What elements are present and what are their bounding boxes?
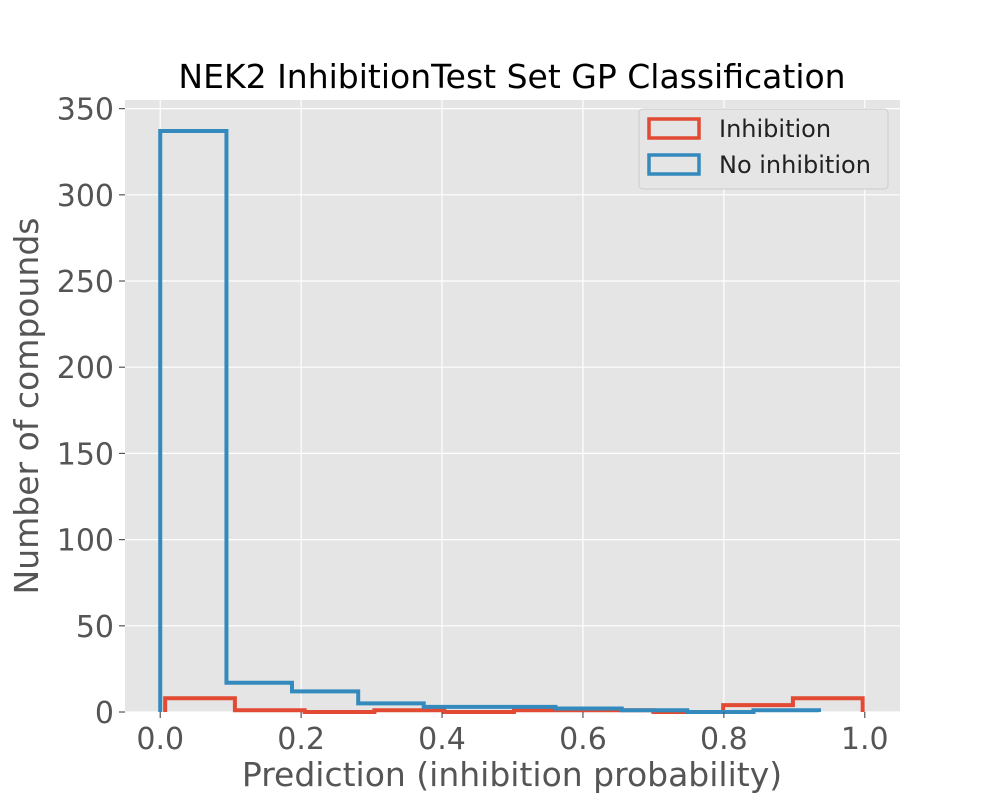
x-axis-ticks: 0.0 0.2 0.4 0.6 0.8 1.0 — [136, 712, 889, 757]
y-tick-label: 150 — [57, 437, 114, 472]
y-tick-label: 300 — [57, 179, 114, 214]
plot-background — [125, 100, 900, 712]
x-tick-label: 1.0 — [841, 722, 889, 757]
x-tick-label: 0.8 — [700, 722, 748, 757]
y-axis-ticks: 0 50 100 150 200 250 300 350 — [57, 93, 125, 731]
x-tick-label: 0.0 — [136, 722, 184, 757]
histogram-step-inhibition — [163, 696, 865, 714]
chart-title: NEK2 InhibitionTest Set GP Classificatio… — [178, 57, 845, 96]
legend-swatch-no-inhibition — [647, 153, 701, 176]
x-axis-label: Prediction (inhibition probability) — [242, 755, 782, 794]
y-tick-label: 200 — [57, 351, 114, 386]
histogram-series — [158, 129, 865, 714]
y-tick-label: 100 — [57, 524, 114, 559]
y-axis-label: Number of compounds — [7, 218, 46, 595]
legend-box — [638, 108, 889, 190]
y-tick-label: 350 — [57, 93, 114, 128]
legend-label-no-inhibition: No inhibition — [719, 151, 871, 179]
y-tick-label: 50 — [76, 610, 114, 645]
legend: Inhibition No inhibition — [638, 108, 889, 190]
legend-label-inhibition: Inhibition — [719, 115, 831, 143]
y-tick-label: 250 — [57, 265, 114, 300]
x-tick-label: 0.6 — [559, 722, 607, 757]
legend-swatch-inhibition — [647, 117, 701, 140]
y-tick-label: 0 — [95, 696, 114, 731]
x-tick-label: 0.4 — [418, 722, 466, 757]
histogram-step-no-inhibition — [158, 129, 821, 714]
x-tick-label: 0.2 — [277, 722, 325, 757]
